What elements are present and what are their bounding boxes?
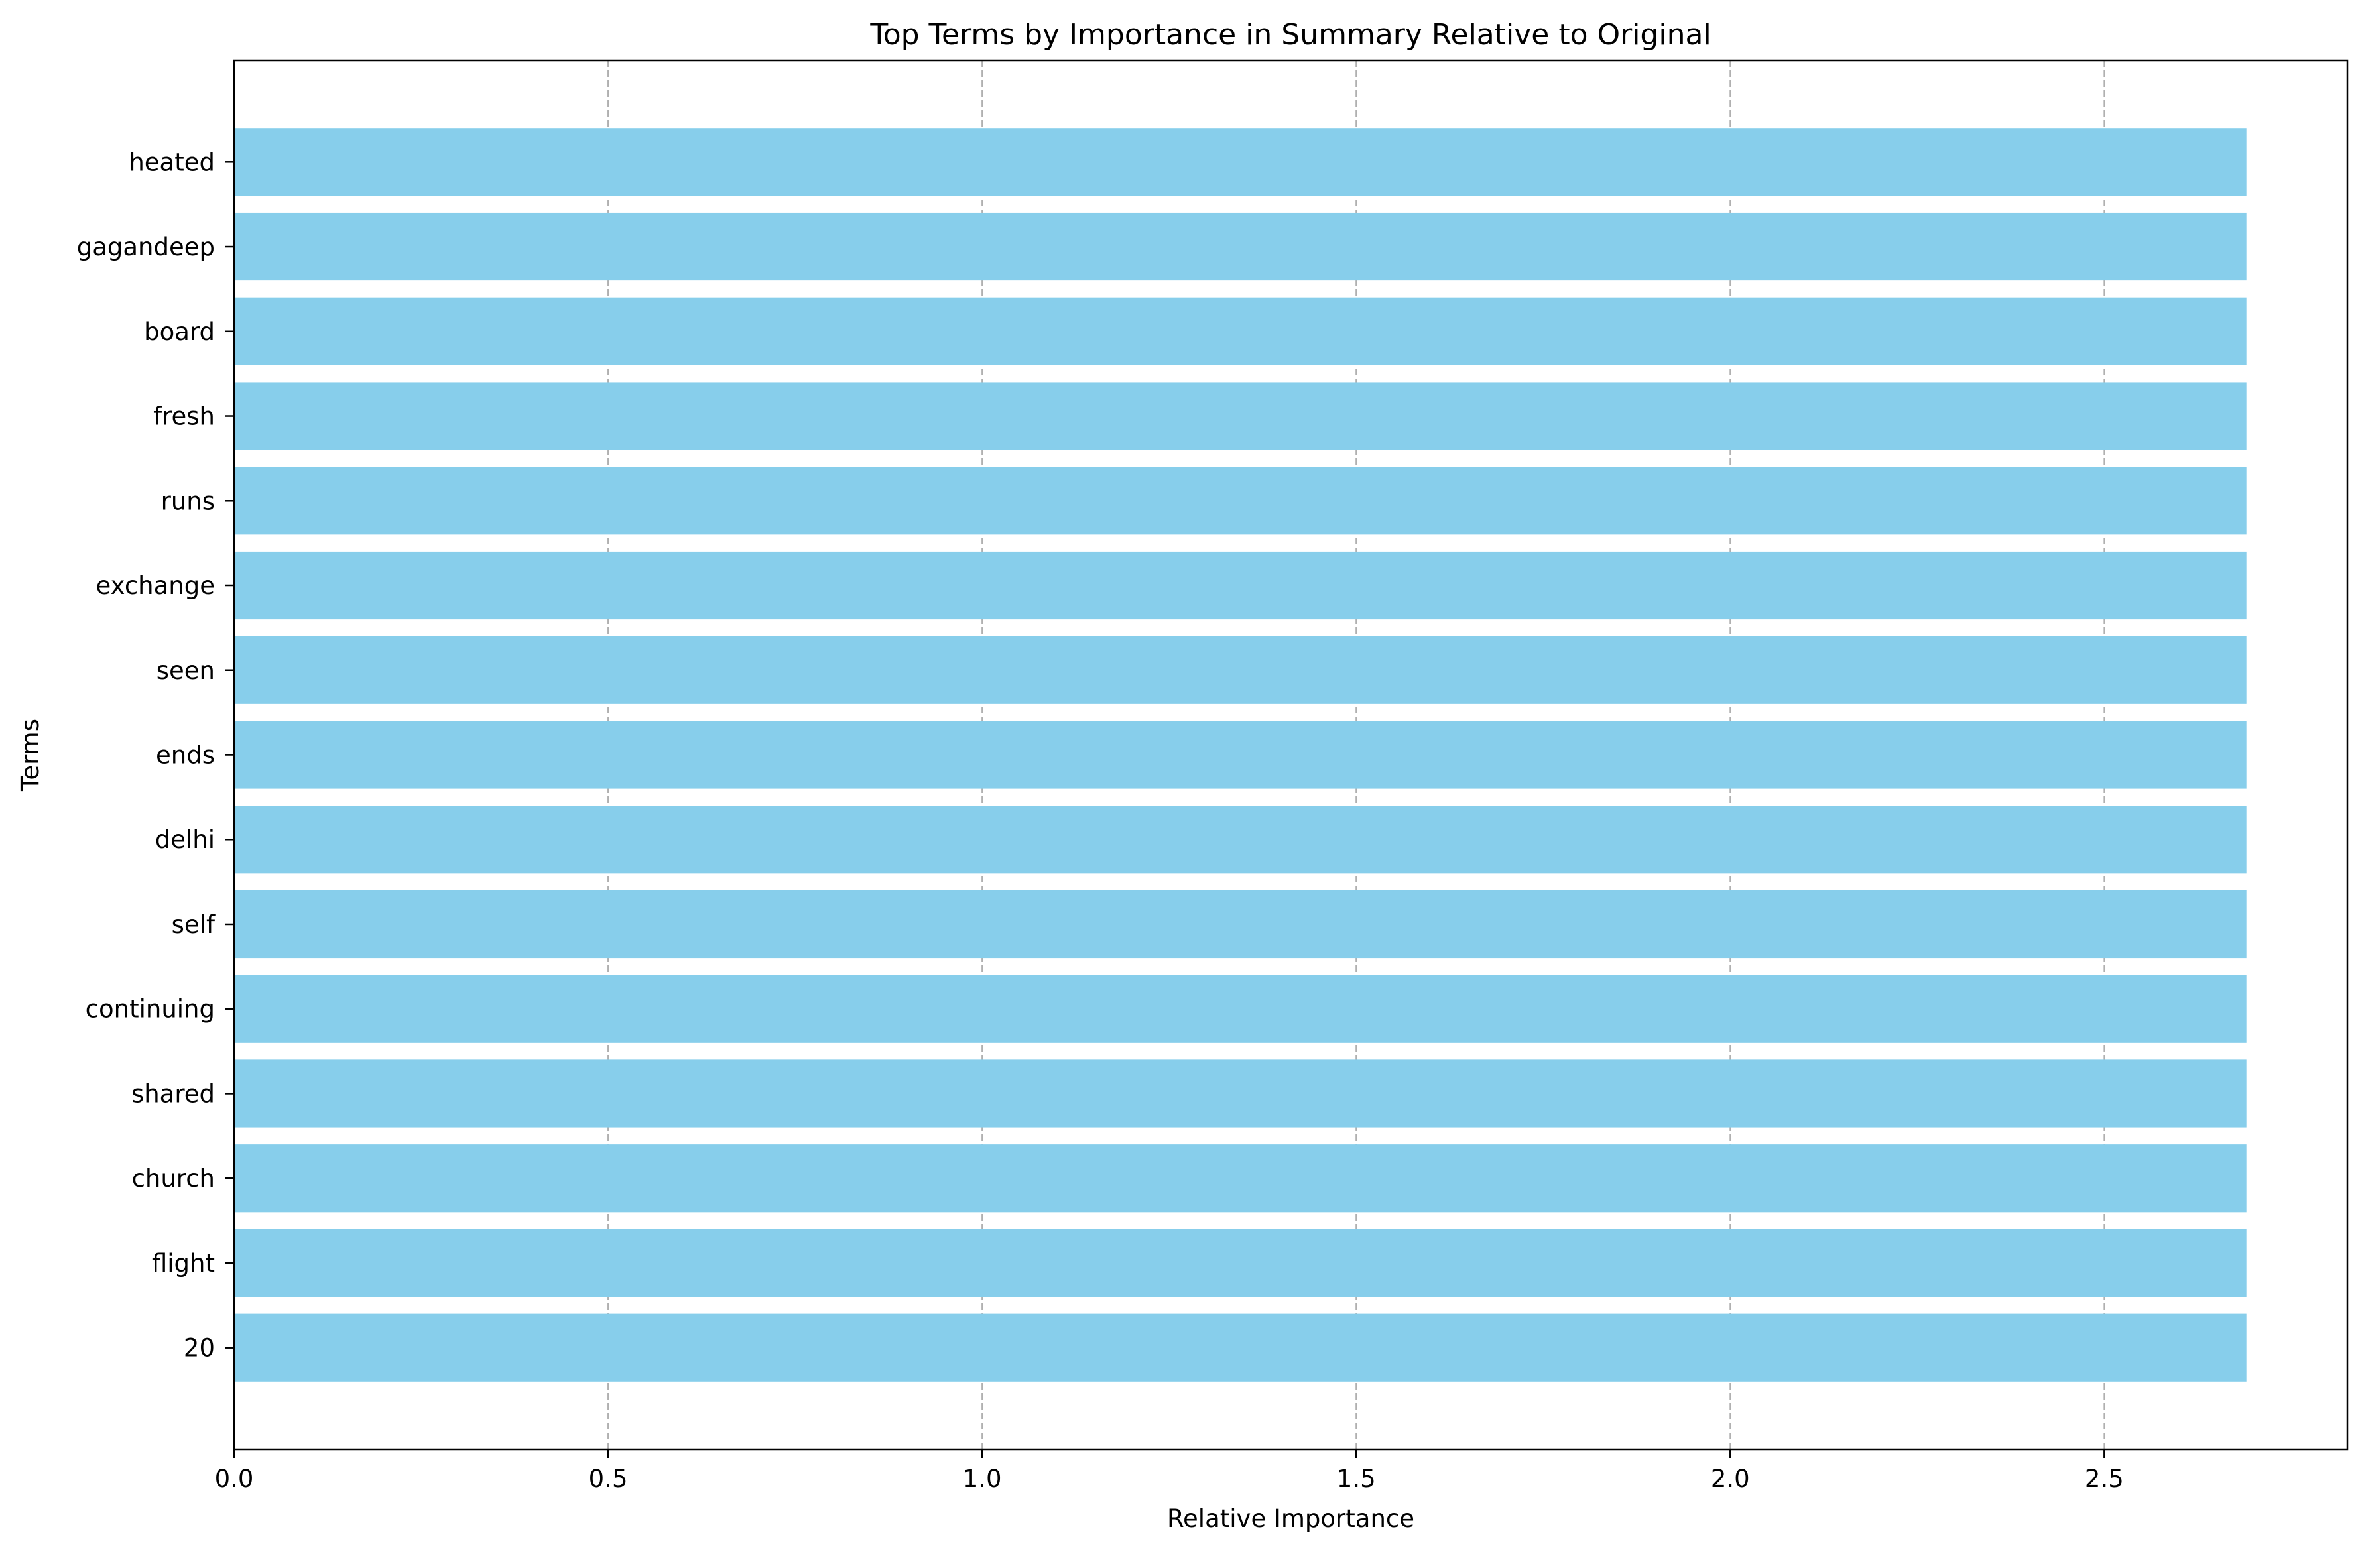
y-tick-label: board [144,318,215,346]
bar-delhi [234,806,2247,874]
bar-board [234,297,2247,365]
bar-shared [234,1059,2247,1128]
bar-church [234,1144,2247,1213]
y-tick-label: fresh [153,402,215,431]
x-tick-label: 0.5 [589,1465,628,1493]
bar-20 [234,1313,2247,1382]
y-axis-label: Terms [16,719,44,792]
bar-exchange [234,551,2247,620]
bar-heated [234,128,2247,196]
y-tick-label: exchange [95,572,215,600]
y-tick-label: flight [152,1249,215,1278]
y-tick-label: church [132,1164,215,1193]
x-tick-label: 2.5 [2085,1465,2124,1493]
bar-seen [234,636,2247,704]
bars [234,128,2247,1382]
y-tick-label: continuing [86,995,215,1024]
x-tick-label: 1.5 [1337,1465,1376,1493]
y-tick-label: 20 [184,1334,215,1362]
y-tick-label: seen [156,656,215,685]
bar-flight [234,1229,2247,1297]
bar-continuing [234,975,2247,1043]
y-tick-label: heated [129,148,215,176]
y-tick-label: delhi [155,825,215,854]
x-axis-label: Relative Importance [1167,1504,1414,1533]
y-tick-label: shared [131,1079,215,1108]
bar-gagandeep [234,212,2247,281]
y-tick-label: gagandeep [77,233,215,261]
x-tick-label: 0.0 [215,1465,254,1493]
x-tick-label: 2.0 [1711,1465,1750,1493]
bar-runs [234,467,2247,535]
y-tick-label: runs [161,487,215,515]
y-tick-label: self [172,910,216,939]
bar-fresh [234,382,2247,450]
y-tick-label: ends [156,741,215,770]
x-tick-label: 1.0 [963,1465,1002,1493]
bar-self [234,890,2247,959]
axis-ticks: 0.0 0.5 1.0 1.5 2.0 2.5 20 flight church shared co… [77,148,2124,1493]
chart-title: Top Terms by Importance in Summary Relat… [869,18,1711,52]
bar-ends [234,721,2247,789]
